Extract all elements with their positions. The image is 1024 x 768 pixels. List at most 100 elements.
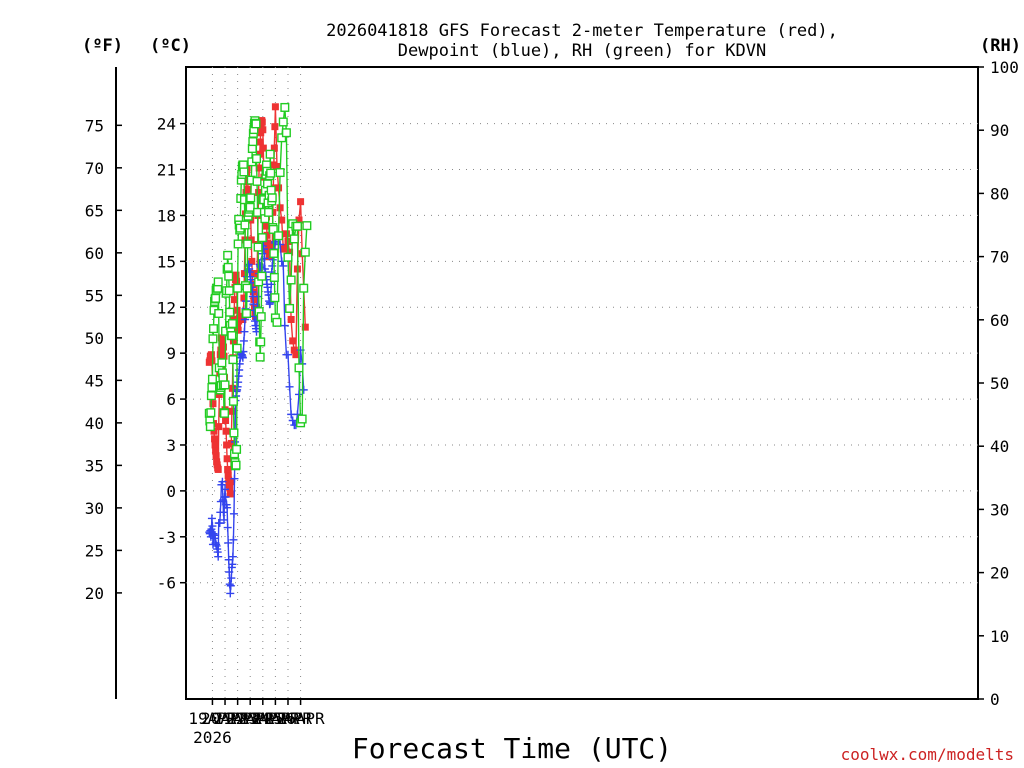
- fahrenheit-tick-label: 50: [85, 329, 104, 348]
- fahrenheit-tick-label: 55: [85, 286, 104, 305]
- data-point: [224, 465, 232, 473]
- data-point: [292, 351, 300, 359]
- celsius-tick-label: 0: [166, 482, 176, 501]
- data-point: [217, 358, 227, 368]
- data-point: [226, 484, 234, 492]
- data-point: [283, 252, 293, 262]
- data-point: [244, 185, 252, 193]
- fahrenheit-tick-label: 20: [85, 584, 104, 603]
- celsius-tick-label: 24: [157, 115, 176, 134]
- celsius-unit-label: (ºC): [150, 36, 191, 56]
- data-point: [301, 323, 309, 331]
- data-point: [221, 493, 230, 502]
- data-point: [228, 396, 238, 406]
- data-point: [224, 555, 233, 564]
- rh-tick-label: 50: [990, 374, 1009, 393]
- data-point: [273, 162, 281, 170]
- data-point: [206, 391, 216, 401]
- series-layer: [204, 102, 312, 598]
- data-point: [248, 257, 256, 265]
- data-point: [219, 508, 228, 517]
- data-point: [254, 292, 263, 301]
- data-point: [249, 280, 257, 288]
- data-point: [227, 574, 236, 583]
- data-point: [240, 294, 248, 302]
- fahrenheit-tick-label: 75: [85, 116, 104, 135]
- data-point: [268, 224, 278, 234]
- data-point: [285, 303, 295, 313]
- celsius-tick-label: 15: [157, 252, 176, 271]
- fahrenheit-tick-label: 30: [85, 499, 104, 518]
- data-point: [213, 277, 223, 287]
- celsius-tick-label: -6: [157, 574, 176, 593]
- celsius-tick-label: -3: [157, 528, 176, 547]
- data-point: [224, 271, 234, 281]
- fahrenheit-axis: 20 25 30 35 40 45 50 55 60 65 70 75: [85, 116, 122, 603]
- chart-title-line2: Dewpoint (blue), RH (green) for KDVN: [398, 41, 766, 61]
- data-point: [265, 253, 273, 261]
- data-point: [229, 509, 238, 518]
- data-point: [265, 149, 275, 159]
- data-point: [289, 337, 297, 345]
- data-point: [223, 523, 232, 532]
- time-tick-label: 25APR: [264, 709, 313, 728]
- data-point: [278, 216, 286, 224]
- time-tick-label: 21APR: [214, 709, 263, 728]
- data-point: [259, 144, 267, 152]
- data-point: [207, 514, 216, 523]
- celsius-tick-label: 3: [166, 436, 176, 455]
- data-point: [211, 531, 220, 540]
- data-point: [266, 185, 276, 195]
- data-point: [225, 580, 234, 589]
- data-point: [256, 138, 264, 146]
- data-point: [214, 308, 224, 318]
- time-tick-label: 19APR: [188, 709, 237, 728]
- data-point: [222, 416, 230, 424]
- data-point: [278, 117, 288, 127]
- data-point: [300, 247, 310, 257]
- data-point: [281, 128, 291, 138]
- data-point: [208, 324, 218, 334]
- data-point: [245, 202, 255, 212]
- plot-area: [185, 66, 979, 700]
- time-tick-label: 23APR: [239, 709, 288, 728]
- data-point: [248, 270, 256, 278]
- data-point: [207, 351, 215, 359]
- data-point: [286, 248, 294, 256]
- rh-axis: 0 10 20 30 40 50 60 70 80 90 100: [978, 58, 1019, 709]
- data-point: [258, 118, 266, 126]
- data-point: [215, 423, 223, 431]
- data-point: [211, 435, 219, 443]
- data-point: [219, 515, 228, 524]
- data-point: [302, 221, 312, 231]
- data-point: [220, 408, 230, 418]
- data-point: [227, 439, 235, 447]
- celsius-tick-label: 12: [157, 298, 176, 317]
- data-point: [256, 337, 266, 347]
- data-point: [286, 275, 296, 285]
- data-point: [221, 485, 230, 494]
- time-axis: 19APR202620APR21APR22APR23APR24APR25APR2…: [188, 699, 325, 747]
- data-point: [211, 293, 221, 303]
- rh-tick-label: 70: [990, 248, 1009, 267]
- data-point: [271, 123, 279, 131]
- data-point: [269, 248, 279, 258]
- data-point: [289, 234, 299, 244]
- grid-lines: [186, 67, 978, 699]
- fahrenheit-unit-label: (ºF): [82, 36, 123, 56]
- data-point: [262, 222, 270, 230]
- data-point: [283, 350, 292, 359]
- rh-tick-label: 10: [990, 627, 1009, 646]
- data-point: [208, 357, 216, 365]
- data-point: [240, 220, 250, 230]
- data-point: [281, 244, 289, 252]
- chart-title-line1: 2026041818 GFS Forecast 2-meter Temperat…: [326, 21, 838, 41]
- data-point: [227, 319, 237, 329]
- data-point: [252, 176, 262, 186]
- data-point: [231, 460, 241, 470]
- data-point: [285, 382, 294, 391]
- data-point: [226, 490, 234, 498]
- data-point: [297, 198, 305, 206]
- data-point: [226, 589, 235, 598]
- data-point: [271, 103, 279, 111]
